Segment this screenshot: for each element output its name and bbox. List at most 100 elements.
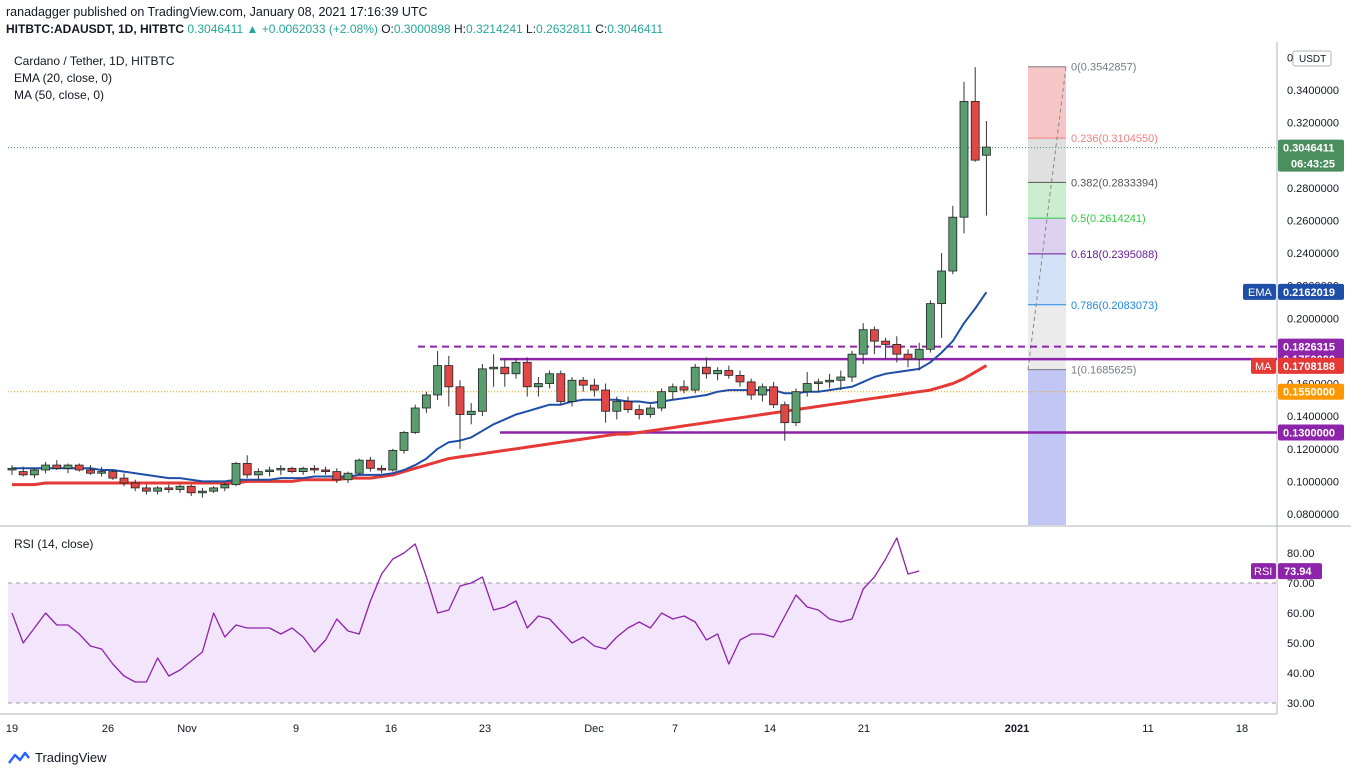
support-tag: 0.1550000 — [1283, 387, 1335, 399]
low-label: L: — [526, 22, 537, 36]
candle-body — [948, 216, 958, 272]
level-tag-bg — [1278, 424, 1344, 441]
y-tick-label: 0.2400000 — [1287, 248, 1339, 260]
candle-body — [802, 383, 812, 393]
last-price-tag: 0.3046411 — [1283, 143, 1334, 155]
candle-body — [197, 490, 207, 494]
candle-body — [646, 407, 655, 415]
candle-body — [74, 464, 84, 471]
candle-body — [298, 467, 308, 473]
ema-20-line — [12, 291, 988, 483]
x-tick-label: 7 — [672, 723, 678, 735]
level-tag: 0.1826315 — [1283, 342, 1335, 354]
legend-ma[interactable]: MA (50, close, 0) — [14, 88, 105, 102]
fib-zone — [1028, 182, 1066, 219]
candle-body — [735, 374, 745, 383]
candle-body — [892, 343, 902, 355]
candle-body — [590, 384, 599, 391]
candle-body — [354, 459, 364, 474]
ema-value-tag: 0.2162019 — [1283, 287, 1335, 299]
candle-body — [52, 464, 62, 469]
currency-box — [1292, 50, 1332, 67]
candle-body — [332, 471, 342, 481]
candle-body — [690, 366, 700, 391]
legend-ema[interactable]: EMA (20, close, 0) — [14, 71, 113, 85]
candle-body — [982, 146, 991, 156]
candle-body — [388, 449, 398, 471]
legend-rsi[interactable]: RSI (14, close) — [14, 537, 94, 551]
candle-body — [567, 379, 577, 402]
support-tag-bg — [1278, 383, 1344, 400]
x-tick-label: 19 — [6, 723, 18, 735]
candle-body — [444, 365, 454, 388]
candle-body — [29, 469, 39, 476]
candle-body — [623, 401, 633, 411]
candle-body — [612, 401, 622, 412]
ma-value-tag-bg — [1278, 357, 1344, 374]
y-tick-label: 0.2800000 — [1287, 183, 1339, 195]
fib-level-label: 1(0.1685625) — [1071, 365, 1136, 377]
x-tick-label: Nov — [177, 723, 197, 735]
ema-name-tag: EMA — [1248, 287, 1273, 299]
candle-body — [265, 469, 275, 473]
candle-body — [276, 467, 286, 471]
legend-title: Cardano / Tether, 1D, HITBTC — [14, 54, 175, 68]
candle-body — [746, 381, 756, 396]
candle-body — [668, 386, 678, 393]
y-tick-label: 0.3200000 — [1287, 118, 1339, 130]
candle-body — [343, 472, 353, 481]
rsi-y-tick-label: 30.00 — [1287, 698, 1315, 710]
fib-level-label: 0.5(0.2614241) — [1071, 213, 1146, 225]
fib-level-label: 0.236(0.3104550) — [1071, 133, 1158, 145]
fib-level-label: 0(0.3542857) — [1071, 62, 1136, 74]
candle-body — [433, 365, 443, 396]
candle-body — [377, 467, 387, 471]
x-tick-label: Dec — [584, 723, 604, 735]
candle-body — [724, 370, 734, 376]
fib-trend-line — [1027, 66, 1067, 370]
rsi-value-tag-bg — [1278, 563, 1322, 580]
price-pane — [8, 42, 1277, 525]
last-price-tag-bg — [1278, 139, 1344, 172]
high-value: 0.3214241 — [465, 22, 523, 36]
candle-body — [511, 361, 521, 375]
y-tick-label: 0.2600000 — [1287, 215, 1339, 227]
rsi-y-tick-label: 40.00 — [1287, 668, 1315, 680]
fib-zone — [1028, 138, 1066, 183]
rsi-band — [8, 583, 1277, 703]
candle-body — [141, 487, 151, 492]
candle-body — [489, 366, 499, 370]
rsi-y-tick-label: 60.00 — [1287, 608, 1315, 620]
symbol[interactable]: HITBTC:ADAUSDT, 1D, HITBTC — [6, 22, 184, 36]
high-label: H: — [453, 22, 466, 36]
close-label: C: — [595, 22, 608, 36]
candle-body — [534, 383, 543, 388]
fib-zone — [1028, 66, 1066, 139]
y-tick-label: 0.1200000 — [1287, 444, 1339, 456]
tradingview-brand[interactable]: TradingView — [8, 750, 107, 765]
candle-body — [97, 471, 106, 474]
candle-body — [926, 303, 935, 350]
candle-body — [657, 391, 666, 409]
rsi-y-tick-label: 70.00 — [1287, 578, 1315, 590]
currency-label: USDT — [1299, 54, 1326, 65]
rsi-line — [11, 537, 920, 683]
rsi-value-tag: 73.94 — [1284, 566, 1312, 578]
candle-body — [253, 471, 263, 476]
candle-body — [881, 340, 890, 345]
candle-body — [209, 487, 219, 492]
change-arrow-icon: ▲ — [246, 22, 259, 36]
ma-50-line — [12, 364, 988, 487]
x-tick-label: 2021 — [1005, 723, 1029, 735]
candle-body — [858, 329, 868, 355]
y-tick-label: 0 — [1287, 52, 1293, 64]
rsi-y-tick-label: 50.00 — [1287, 638, 1315, 650]
published-line: ranadagger published on TradingView.com,… — [6, 5, 428, 19]
candle-body — [130, 482, 140, 489]
candle-body — [321, 469, 331, 473]
candle-body — [903, 353, 913, 360]
candle-body — [63, 464, 73, 469]
x-tick-label: 18 — [1236, 723, 1248, 735]
date-range-highlight — [1028, 369, 1066, 525]
